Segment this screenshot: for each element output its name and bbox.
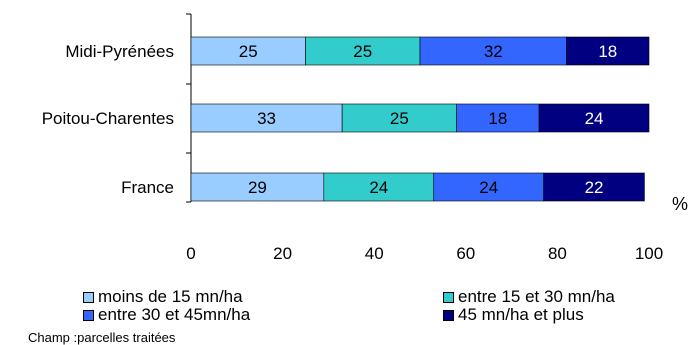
- x-tick-label-3: 60: [456, 244, 475, 263]
- category-label-0: Midi-Pyrénées: [65, 42, 174, 61]
- data-label-1-0: 33: [257, 109, 276, 128]
- legend-item-4: 45 mn/ha et plus: [443, 305, 584, 325]
- data-label-2-0: 29: [248, 178, 267, 197]
- data-label-1-1: 25: [390, 109, 409, 128]
- legend-item-1: moins de 15 mn/ha: [83, 287, 243, 307]
- bar-segment-1-1: [341, 103, 457, 133]
- category-label-1: Poitou-Charentes: [42, 109, 174, 128]
- source-note: Champ :parcelles traitées: [28, 330, 176, 345]
- legend-swatch-2: [443, 291, 454, 303]
- legend-swatch-3: [83, 309, 94, 321]
- x-tick-label-1: 20: [273, 244, 292, 263]
- data-label-0-2: 32: [484, 42, 503, 61]
- bar-segment-0-2: [419, 36, 567, 66]
- data-label-1-3: 24: [585, 109, 604, 128]
- legend-label-4: 45 mn/ha et plus: [458, 305, 584, 324]
- data-label-0-0: 25: [239, 42, 258, 61]
- bar-segment-0-3: [566, 36, 650, 66]
- bar-segment-0-1: [305, 36, 421, 66]
- data-label-0-3: 18: [598, 42, 617, 61]
- legend-swatch-4: [443, 309, 454, 321]
- legend-label-3: entre 30 et 45mn/ha: [98, 305, 251, 324]
- category-label-2: France: [121, 178, 174, 197]
- bar-segment-1-0: [190, 103, 343, 133]
- x-tick-label-4: 80: [548, 244, 567, 263]
- legend-item-2: entre 15 et 30 mn/ha: [443, 287, 615, 307]
- x-tick-label-5: 100: [635, 244, 663, 263]
- bar-segment-2-0: [190, 172, 325, 202]
- legend-label-2: entre 15 et 30 mn/ha: [458, 287, 615, 306]
- bar-segment-2-2: [433, 172, 544, 202]
- data-label-0-1: 25: [353, 42, 372, 61]
- data-label-2-2: 24: [479, 178, 498, 197]
- bar-segment-2-3: [543, 172, 645, 202]
- x-tick-label-2: 40: [365, 244, 384, 263]
- data-label-1-2: 18: [488, 109, 507, 128]
- legend-label-1: moins de 15 mn/ha: [98, 287, 243, 306]
- data-label-2-3: 22: [585, 178, 604, 197]
- data-label-2-1: 24: [369, 178, 388, 197]
- x-unit-label: %: [672, 194, 688, 214]
- bar-segment-2-1: [323, 172, 435, 202]
- legend-swatch-1: [83, 291, 94, 303]
- x-tick-label-0: 0: [186, 244, 195, 263]
- bar-segment-1-3: [538, 103, 650, 133]
- legend-item-3: entre 30 et 45mn/ha: [83, 305, 250, 325]
